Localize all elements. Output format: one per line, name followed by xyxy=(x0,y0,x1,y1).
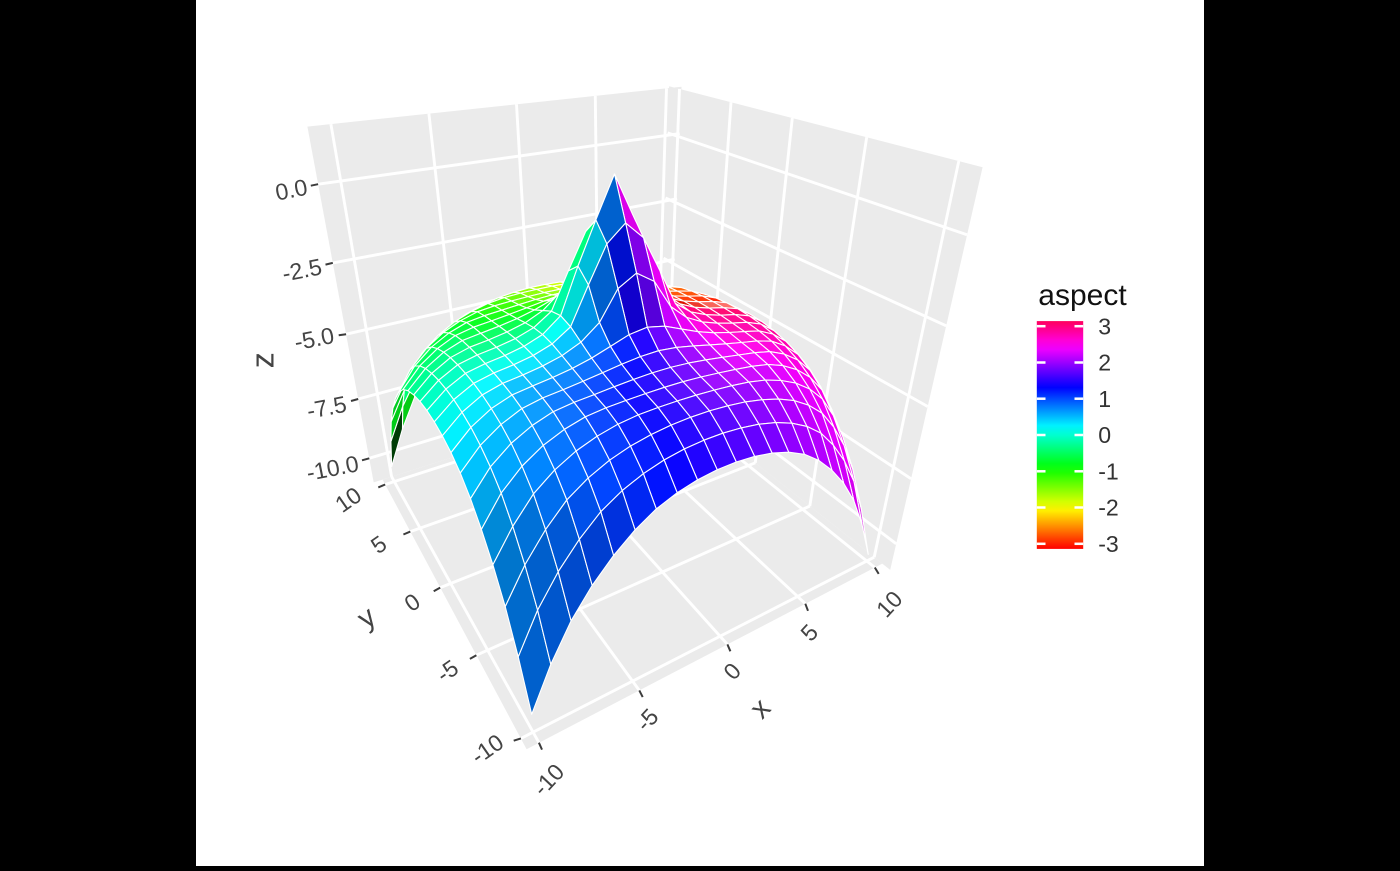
svg-text:2: 2 xyxy=(1098,350,1111,376)
svg-text:aspect: aspect xyxy=(1038,279,1127,312)
svg-text:z: z xyxy=(244,352,280,368)
svg-text:1: 1 xyxy=(1098,386,1111,412)
svg-text:-2: -2 xyxy=(1098,495,1119,521)
svg-text:3: 3 xyxy=(1098,313,1111,339)
svg-text:0: 0 xyxy=(1098,422,1111,448)
svg-text:0.0: 0.0 xyxy=(273,174,309,206)
svg-text:-3: -3 xyxy=(1098,531,1119,557)
svg-text:-1: -1 xyxy=(1098,458,1119,484)
